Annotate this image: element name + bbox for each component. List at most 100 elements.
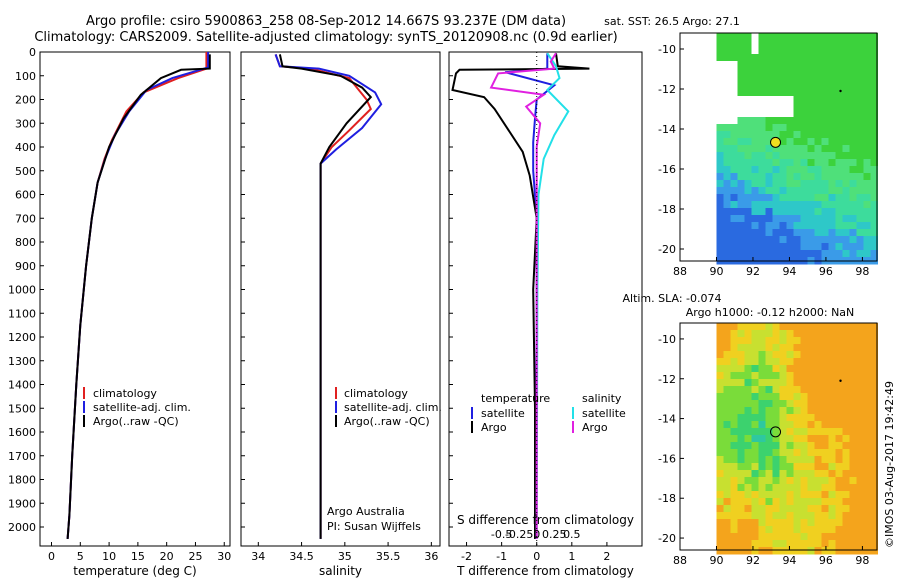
map-cell [779, 400, 787, 408]
y-tick-label: 1600 [8, 426, 36, 439]
map-cell [814, 365, 822, 373]
map-cell [716, 96, 724, 104]
map-cell [786, 421, 794, 429]
map-cell [723, 365, 731, 373]
map-cell [821, 124, 829, 132]
map-cell [835, 505, 843, 513]
map-cell [835, 131, 843, 139]
map-cell [835, 442, 843, 450]
map-cell [716, 449, 724, 457]
map-cell [793, 456, 801, 464]
map-cell [863, 351, 871, 359]
map-cell [842, 75, 850, 83]
map-cell [800, 208, 808, 216]
map-cell [842, 442, 850, 450]
map-cell [723, 421, 731, 429]
map-cell [716, 54, 724, 62]
map-cell [870, 61, 878, 69]
map-cell [793, 68, 801, 76]
map-cell [863, 547, 871, 555]
map-cell [849, 103, 857, 111]
map-cell [744, 414, 752, 422]
map-cell [828, 96, 836, 104]
map-cell [772, 358, 780, 366]
map-cell [863, 47, 871, 55]
map-cell [737, 131, 745, 139]
map-cell [779, 40, 787, 48]
map-cell [800, 491, 808, 499]
map-cell [730, 463, 738, 471]
map-cell [779, 512, 787, 520]
map-cell [835, 428, 843, 436]
map-cell [821, 243, 829, 251]
map-cell [807, 47, 815, 55]
map-cell [765, 400, 773, 408]
map-cell [751, 89, 759, 97]
map-cell [835, 145, 843, 153]
map-cell [856, 68, 864, 76]
island-marker [839, 379, 842, 382]
map-cell [807, 505, 815, 513]
map-cell [772, 47, 780, 55]
map-cell [814, 526, 822, 534]
map-cell [835, 166, 843, 174]
map-cell [758, 124, 766, 132]
map-cell [793, 526, 801, 534]
map-cell [772, 344, 780, 352]
map-cell [751, 173, 759, 181]
map-cell [723, 208, 731, 216]
map-cell [807, 145, 815, 153]
map-cell [723, 470, 731, 478]
map-cell [737, 519, 745, 527]
map-cell [849, 337, 857, 345]
map-cell [744, 152, 752, 160]
map-cell [863, 250, 871, 258]
map-cell [751, 82, 759, 90]
map-cell [779, 131, 787, 139]
map-cell [779, 372, 787, 380]
map-cell [828, 414, 836, 422]
map-cell [807, 484, 815, 492]
map-cell [807, 131, 815, 139]
map-cell [765, 54, 773, 62]
map-cell [737, 393, 745, 401]
map-cell [744, 365, 752, 373]
map-cell [744, 386, 752, 394]
map-cell [835, 498, 843, 506]
map-cell [751, 68, 759, 76]
map-cell [835, 96, 843, 104]
map-cell [758, 68, 766, 76]
map-cell [814, 533, 822, 541]
map-cell [800, 449, 808, 457]
map-cell [793, 47, 801, 55]
series-line-2 [66, 54, 211, 539]
map-cell [828, 477, 836, 485]
s-tick-label: 0.5 [563, 528, 581, 541]
map-cell [849, 96, 857, 104]
map-cell [849, 386, 857, 394]
map-cell [758, 442, 766, 450]
map-cell [716, 323, 724, 331]
map-cell [863, 131, 871, 139]
map-cell [751, 547, 759, 555]
s-axis-label: S difference from climatology [457, 513, 634, 527]
map-cell [737, 152, 745, 160]
map-cell [723, 124, 731, 132]
map-cell [849, 372, 857, 380]
map-cell [828, 54, 836, 62]
map-cell [779, 463, 787, 471]
map-cell [758, 533, 766, 541]
map-cell [779, 187, 787, 195]
map-cell [723, 372, 731, 380]
map-cell [730, 166, 738, 174]
map-cell [821, 379, 829, 387]
map-cell [835, 250, 843, 258]
map-cell [730, 540, 738, 548]
map-cell [765, 512, 773, 520]
map-cell [765, 159, 773, 167]
map-cell [835, 344, 843, 352]
map-cell [814, 40, 822, 48]
map-cell [723, 187, 731, 195]
map-cell [765, 526, 773, 534]
map-cell [723, 386, 731, 394]
